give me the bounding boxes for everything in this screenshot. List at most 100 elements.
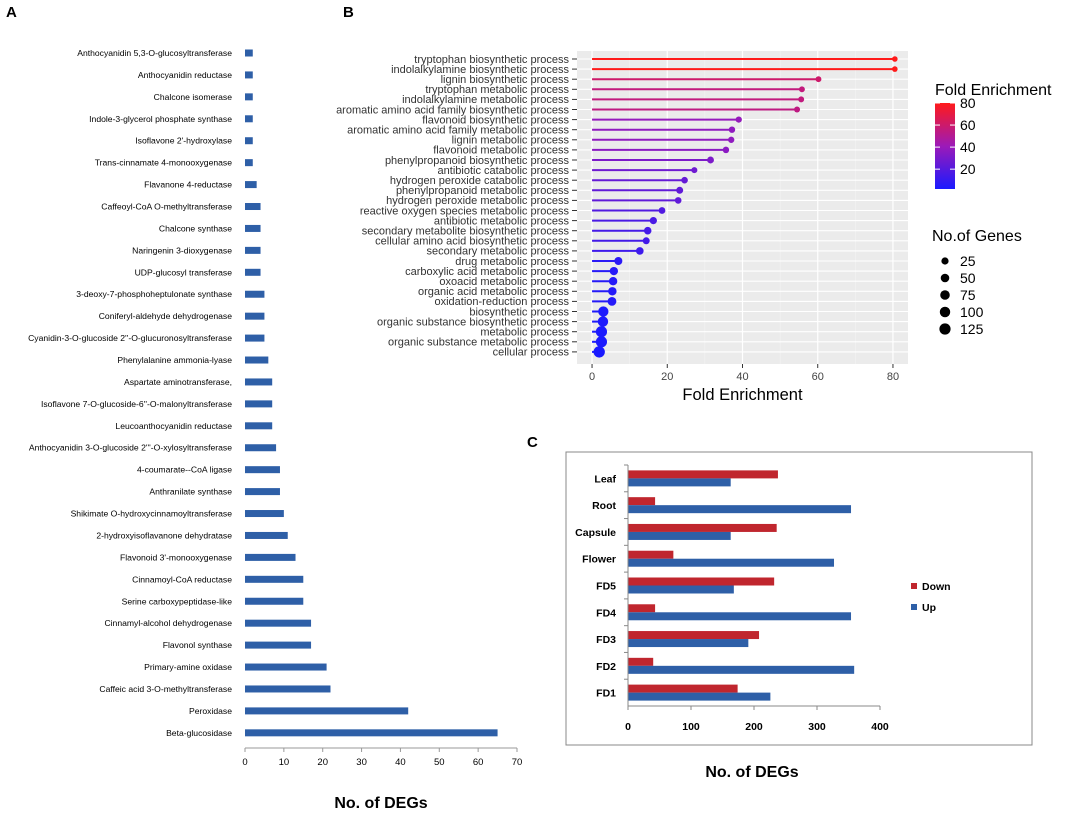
a-category-label-flavonoid-3-monooxygenase: Flavonoid 3'-monooxygenase — [120, 552, 232, 562]
b-color-legend-label-60: 60 — [960, 117, 976, 133]
a-category-label-chalcone-isomerase: Chalcone isomerase — [154, 92, 233, 102]
b-category-label-biosynthetic-process: biosynthetic process — [469, 306, 569, 318]
b-point-indolalkylamine-biosynthetic-process — [892, 66, 898, 72]
c-bar-up-flower — [628, 558, 835, 567]
b-point-cellular-process — [593, 346, 605, 358]
c-bar-down-flower — [628, 550, 674, 559]
b-category-label-tryptophan-metabolic-process: tryptophan metabolic process — [425, 84, 569, 96]
a-category-label-cyanidin-3-o-glucoside-2-o-glucuronosyltransferase: Cyanidin-3-O-glucoside 2''-O-glucuronosy… — [28, 333, 232, 343]
panel-label-a: A — [6, 4, 17, 21]
c-bar-down-capsule — [628, 523, 777, 532]
b-category-label-cellular-amino-acid-biosynthetic-process: cellular amino acid biosynthetic process — [375, 236, 569, 248]
b-point-hydrogen-peroxide-catabolic-process — [681, 176, 688, 184]
b-size-legend-title: No.of Genes — [932, 228, 1022, 245]
b-category-label-hydrogen-peroxide-metabolic-process: hydrogen peroxide metabolic process — [386, 195, 569, 207]
c-x-tick-label-100: 100 — [682, 721, 700, 733]
a-bar-4-coumarate-coa-ligase — [245, 466, 280, 474]
a-category-label-cinnamoyl-coa-reductase: Cinnamoyl-CoA reductase — [132, 574, 232, 584]
a-bar-serine-carboxypeptidase-like — [245, 597, 304, 605]
c-bar-up-fd3 — [628, 639, 749, 648]
b-point-organic-substance-biosynthetic-process — [597, 316, 609, 327]
b-point-organic-substance-metabolic-process — [595, 336, 608, 348]
a-category-label-naringenin-3-dioxygenase: Naringenin 3-dioxygenase — [132, 245, 232, 255]
a-x-tick-label-40: 40 — [395, 757, 406, 768]
a-bar-flavonoid-3-monooxygenase — [245, 553, 296, 561]
b-x-tick-label-20: 20 — [661, 371, 673, 383]
b-size-legend-label-100: 100 — [960, 304, 984, 320]
a-x-tick-label-20: 20 — [317, 757, 328, 768]
a-bar-coniferyl-aldehyde-dehydrogenase — [245, 312, 265, 320]
a-category-label-4-coumarate-coa-ligase: 4-coumarate--CoA ligase — [137, 465, 232, 475]
b-size-legend-label-125: 125 — [960, 321, 984, 337]
b-category-label-tryptophan-biosynthetic-process: tryptophan biosynthetic process — [414, 54, 569, 66]
c-bar-up-fd4 — [628, 612, 852, 621]
b-category-label-lignin-metabolic-process: lignin metabolic process — [452, 135, 570, 147]
b-point-aromatic-amino-acid-family-biosynthetic-process — [794, 106, 801, 113]
a-x-tick-label-10: 10 — [279, 757, 290, 768]
c-legend-label-up: Up — [922, 602, 936, 614]
a-bar-flavanone-4-reductase — [245, 181, 257, 189]
b-category-label-aromatic-amino-acid-family-biosynthetic-process: aromatic amino acid family biosynthetic … — [336, 104, 569, 116]
b-category-label-oxoacid-metabolic-process: oxoacid metabolic process — [439, 276, 569, 288]
c-x-tick-label-0: 0 — [625, 721, 631, 733]
a-bar-shikimate-o-hydroxycinnamoyltransferase — [245, 510, 284, 518]
a-x-axis-title: No. of DEGs — [334, 795, 427, 812]
b-point-hydrogen-peroxide-metabolic-process — [674, 197, 682, 204]
a-category-label-anthocyanidin-5-3-o-glucosyltransferase: Anthocyanidin 5,3-O-glucosyltransferase — [77, 48, 232, 58]
a-bar-chalcone-synthase — [245, 224, 261, 232]
b-point-oxoacid-metabolic-process — [608, 276, 618, 286]
a-category-label-phenylalanine-ammonia-lyase: Phenylalanine ammonia-lyase — [117, 355, 232, 365]
a-category-label-indole-3-glycerol-phosphate-synthase: Indole-3-glycerol phosphate synthase — [89, 114, 232, 124]
a-bar-trans-cinnamate-4-monooxygenase — [245, 159, 253, 167]
b-category-label-secondary-metabolite-biosynthetic-process: secondary metabolite biosynthetic proces… — [362, 226, 570, 238]
b-point-phenylpropanoid-biosynthetic-process — [707, 156, 714, 164]
c-x-tick-label-400: 400 — [871, 721, 889, 733]
b-point-phenylpropanoid-metabolic-process — [676, 186, 684, 194]
c-bar-down-root — [628, 497, 656, 506]
a-category-label-udp-glucosyl-transferase: UDP-glucosyl transferase — [135, 267, 233, 277]
b-point-biosynthetic-process — [598, 306, 609, 317]
a-bar-cyanidin-3-o-glucoside-2-o-glucuronosyltransferase — [245, 334, 265, 342]
chart-b-go-enrichment: tryptophan biosynthetic processindolalky… — [336, 51, 1052, 404]
a-category-label-serine-carboxypeptidase-like: Serine carboxypeptidase-like — [122, 596, 233, 606]
c-category-label-flower: Flower — [582, 554, 616, 566]
c-category-label-fd3: FD3 — [596, 634, 616, 646]
c-bar-down-fd2 — [628, 657, 654, 666]
a-category-label-anthocyanidin-reductase: Anthocyanidin reductase — [138, 70, 232, 80]
b-color-legend-label-20: 20 — [960, 161, 976, 177]
c-category-label-fd2: FD2 — [596, 661, 616, 673]
b-point-flavonoid-biosynthetic-process — [735, 116, 742, 123]
a-category-label-trans-cinnamate-4-monooxygenase: Trans-cinnamate 4-monooxygenase — [95, 158, 232, 168]
b-category-label-phenylpropanoid-biosynthetic-process: phenylpropanoid biosynthetic process — [385, 155, 570, 167]
b-category-label-carboxylic-acid-metabolic-process: carboxylic acid metabolic process — [405, 266, 569, 278]
c-legend-swatch-down — [911, 583, 917, 589]
b-size-legend-dot-25 — [941, 257, 949, 265]
b-category-label-cellular-process: cellular process — [493, 347, 570, 359]
a-category-label-flavonol-synthase: Flavonol synthase — [163, 640, 232, 650]
a-bar-naringenin-3-dioxygenase — [245, 246, 261, 254]
c-category-label-capsule: Capsule — [575, 527, 616, 539]
a-x-tick-label-50: 50 — [434, 757, 445, 768]
a-category-label-cinnamyl-alcohol-dehydrogenase: Cinnamyl-alcohol dehydrogenase — [104, 618, 232, 628]
b-x-axis-title: Fold Enrichment — [682, 386, 803, 404]
panel-label-c: C — [527, 434, 538, 451]
a-category-label-isoflavone-2-hydroxylase: Isoflavone 2'-hydroxylase — [135, 136, 232, 146]
a-category-label-anthocyanidin-3-o-glucoside-2-o-xylosyltransferase: Anthocyanidin 3-O-glucoside 2'''-O-xylos… — [29, 443, 232, 453]
b-category-label-flavonoid-biosynthetic-process: flavonoid biosynthetic process — [422, 114, 569, 126]
a-category-label-isoflavone-7-o-glucoside-6-o-malonyltransferase: Isoflavone 7-O-glucoside-6''-O-malonyltr… — [41, 399, 232, 409]
a-x-tick-label-30: 30 — [356, 757, 367, 768]
b-category-label-antibiotic-catabolic-process: antibiotic catabolic process — [438, 165, 570, 177]
b-category-label-metabolic-process: metabolic process — [480, 327, 569, 339]
b-category-label-organic-substance-biosynthetic-process: organic substance biosynthetic process — [377, 316, 569, 328]
c-bar-up-fd2 — [628, 665, 855, 674]
b-category-label-drug-metabolic-process: drug metabolic process — [455, 256, 569, 268]
b-category-label-hydrogen-peroxide-catabolic-process: hydrogen peroxide catabolic process — [390, 175, 570, 187]
c-legend-swatch-up — [911, 604, 917, 610]
c-bar-down-fd1 — [628, 684, 738, 693]
a-bar-isoflavone-2-hydroxylase — [245, 137, 253, 145]
b-point-indolalkylamine-metabolic-process — [798, 96, 805, 103]
b-x-tick-label-80: 80 — [887, 371, 899, 383]
b-x-tick-label-60: 60 — [812, 371, 824, 383]
chart-c-tissue-degs: Leaf Root Capsule Flower FD5 FD4 FD3 FD2 FD1 0 100… — [565, 451, 1033, 781]
